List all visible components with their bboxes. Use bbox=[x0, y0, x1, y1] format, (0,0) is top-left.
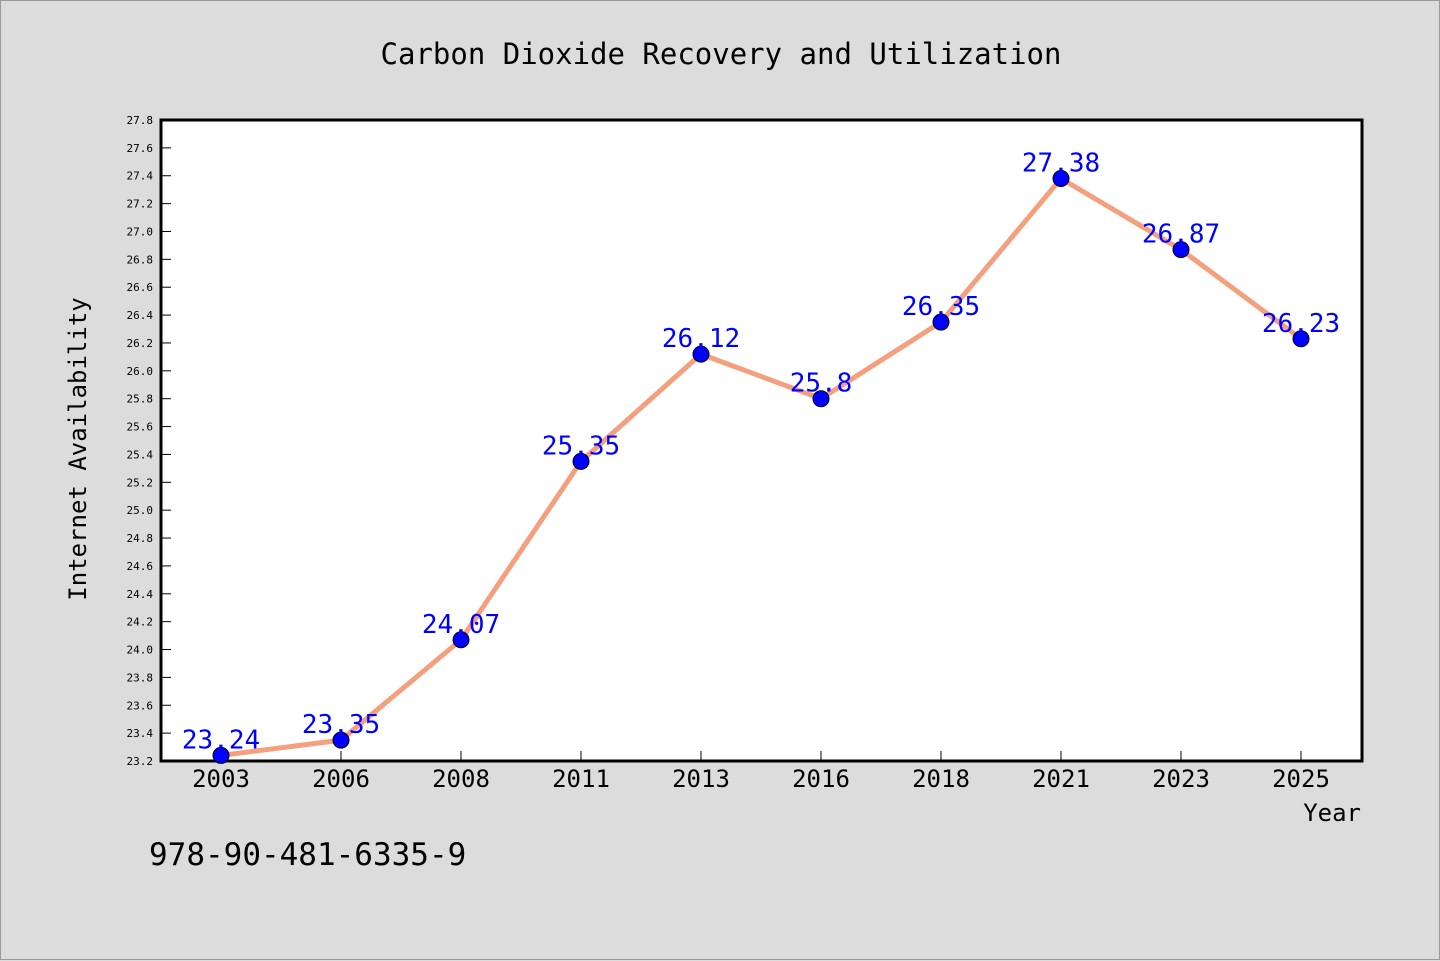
y-tick-label: 23.4 bbox=[127, 727, 154, 740]
data-point bbox=[692, 345, 710, 363]
data-point bbox=[212, 746, 230, 764]
x-tick-label: 2013 bbox=[672, 765, 730, 793]
data-label: 27.38 bbox=[1022, 149, 1100, 179]
data-label: 23.35 bbox=[302, 710, 380, 740]
data-label: 26.12 bbox=[662, 324, 740, 354]
y-tick-label: 27.4 bbox=[127, 170, 154, 183]
data-point bbox=[812, 390, 830, 408]
y-tick-label: 27.8 bbox=[127, 114, 154, 127]
chart-title: Carbon Dioxide Recovery and Utilization bbox=[381, 37, 1062, 71]
series-line bbox=[218, 176, 1304, 758]
data-label: 25.8 bbox=[790, 369, 853, 399]
y-tick-label: 26.4 bbox=[127, 309, 154, 322]
y-tick-label: 26.8 bbox=[127, 253, 154, 266]
data-label: 25.35 bbox=[542, 431, 620, 461]
x-tick-label: 2011 bbox=[552, 765, 610, 793]
x-tick-label: 2006 bbox=[312, 765, 370, 793]
y-tick-label: 25.6 bbox=[127, 421, 154, 434]
annotation-text: 978-90-481-6335-9 bbox=[149, 837, 466, 873]
y-tick-label: 27.0 bbox=[127, 225, 154, 238]
y-tick-label: 24.6 bbox=[127, 560, 154, 573]
y-tick-label: 23.2 bbox=[127, 755, 154, 768]
y-tick-label: 24.2 bbox=[127, 616, 154, 629]
data-point bbox=[932, 313, 950, 331]
y-tick-label: 26.6 bbox=[127, 281, 154, 294]
y-tick-label: 24.4 bbox=[127, 588, 154, 601]
data-point bbox=[572, 452, 590, 470]
y-tick-label: 23.8 bbox=[127, 671, 154, 684]
x-tick-label: 2018 bbox=[912, 765, 970, 793]
data-point bbox=[1292, 330, 1310, 348]
y-tick-label: 25.2 bbox=[127, 476, 154, 489]
y-tick-label: 25.4 bbox=[127, 448, 154, 461]
x-axis-label: Year bbox=[1303, 799, 1361, 827]
y-tick-label: 25.8 bbox=[127, 393, 154, 406]
data-label: 23.24 bbox=[182, 725, 260, 755]
y-tick-label: 24.0 bbox=[127, 644, 154, 657]
y-tick-label: 26.0 bbox=[127, 365, 154, 378]
y-tick-label: 26.2 bbox=[127, 337, 154, 350]
y-tick-label: 23.6 bbox=[127, 699, 154, 712]
x-tick-label: 2016 bbox=[792, 765, 850, 793]
x-tick-label: 2021 bbox=[1032, 765, 1090, 793]
y-axis: 23.2 23.4 23.6 23.8 24.0 24.2 24.4 24.6 24.8 25.0… bbox=[127, 114, 171, 768]
data-label: 26.87 bbox=[1142, 220, 1220, 250]
x-tick-label: 2025 bbox=[1272, 765, 1330, 793]
y-tick-label: 27.2 bbox=[127, 198, 154, 211]
x-tick-label: 2008 bbox=[432, 765, 490, 793]
x-tick-label: 2003 bbox=[192, 765, 250, 793]
data-point bbox=[332, 731, 350, 749]
data-point bbox=[1052, 170, 1070, 188]
data-label: 26.23 bbox=[1262, 309, 1340, 339]
data-label: 26.35 bbox=[902, 292, 980, 322]
y-axis-label: Internet Availability bbox=[64, 297, 92, 600]
x-axis: 2003 2006 2008 2011 2013 2016 2018 2021 2023 2025 bbox=[192, 751, 1330, 793]
data-point bbox=[452, 631, 470, 649]
series-group: 23.24 23.35 24.07 25.35 26.12 25.8 26.35 27.38 2… bbox=[182, 149, 1340, 764]
data-label: 24.07 bbox=[422, 610, 500, 640]
plot-area bbox=[159, 118, 1364, 763]
y-tick-label: 25.0 bbox=[127, 504, 154, 517]
y-tick-label: 24.8 bbox=[127, 532, 154, 545]
y-tick-label: 27.6 bbox=[127, 142, 154, 155]
x-tick-label: 2023 bbox=[1152, 765, 1210, 793]
data-point bbox=[1172, 241, 1190, 259]
